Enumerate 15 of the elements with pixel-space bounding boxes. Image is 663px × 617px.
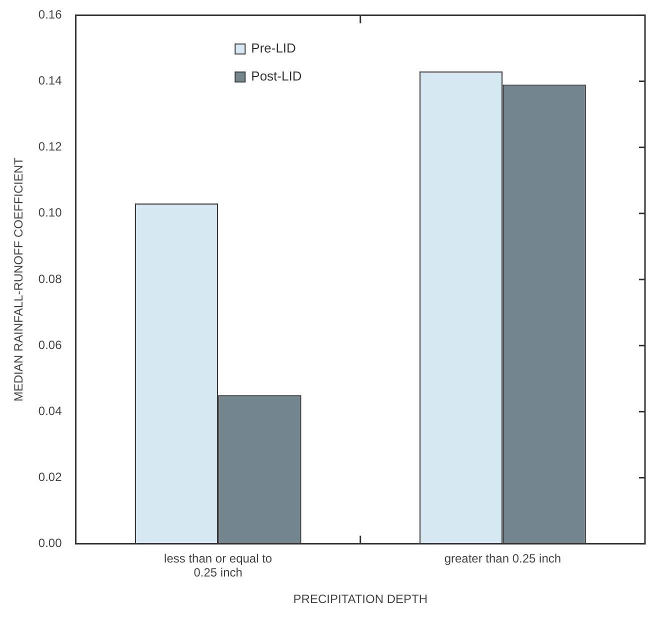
legend-label: Pre-LID (251, 40, 296, 56)
y-tick-label: 0.08 (38, 272, 62, 286)
y-tick-label: 0.06 (38, 338, 62, 352)
y-tick-label: 0.10 (38, 206, 62, 220)
legend-label: Post-LID (251, 68, 302, 84)
x-axis-title: PRECIPITATION DEPTH (293, 592, 428, 606)
y-tick-label: 0.12 (38, 140, 62, 154)
y-axis-title: MEDIAN RAINFALL-RUNOFF COEFFICIENT (12, 156, 26, 402)
x-tick-label: less than or equal to 0.25 inch (164, 551, 272, 580)
y-tick-label: 0.02 (38, 470, 62, 484)
y-tick-label: 0.16 (38, 8, 62, 22)
y-tick-label: 0.00 (38, 536, 62, 550)
x-tick-label: greater than 0.25 inch (444, 551, 562, 566)
y-tick-label: 0.04 (38, 404, 62, 418)
y-tick-label: 0.14 (38, 74, 62, 88)
